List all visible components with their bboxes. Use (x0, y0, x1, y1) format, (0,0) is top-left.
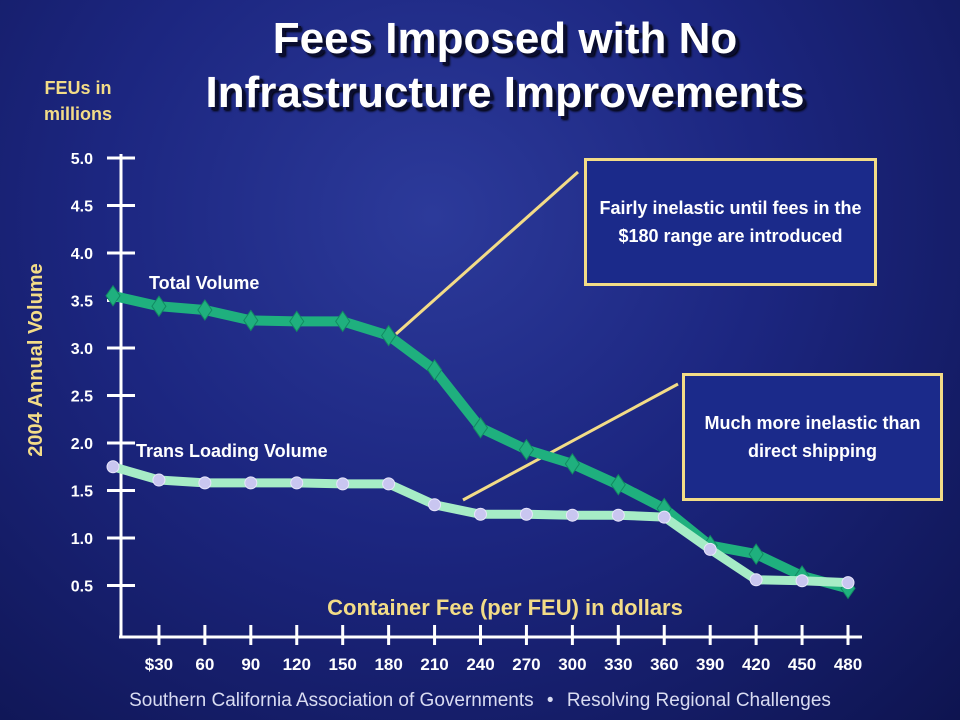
series-group (105, 284, 856, 600)
y-tick-label: 3.5 (71, 294, 93, 311)
data-point (749, 573, 763, 587)
footer-tagline: Resolving Regional Challenges (566, 690, 831, 711)
y-axis-label: 2004 Annual Volume (25, 263, 47, 456)
chart: 0.5 1.0 1.5 2.0 2.5 3.0 3.5 4.0 4.5 5.0 $30 60 90 12… (25, 78, 862, 674)
footer: Southern California Association of Gover… (0, 690, 960, 712)
y-unit-label-line: FEUs in (44, 78, 111, 98)
data-point (657, 510, 671, 524)
callout-pointer-line (462, 382, 679, 502)
data-point (151, 295, 167, 318)
data-point (748, 543, 764, 566)
x-tick-label: 150 (329, 655, 357, 674)
series-label-total-volume: Total Volume (149, 273, 259, 293)
data-point (472, 416, 489, 439)
x-tick-label: 60 (195, 655, 214, 674)
title-line-1: Fees Imposed with No (272, 14, 738, 63)
y-tick-label: 2.0 (71, 436, 93, 453)
y-tick-label: 4.5 (71, 199, 93, 216)
x-tick-label: 300 (558, 655, 586, 674)
series-label-trans-loading: Trans Loading Volume (136, 441, 328, 461)
data-point (703, 542, 717, 556)
chart-labels: Total Volume Trans Loading Volume Containe… (25, 78, 683, 620)
callout-pointer-line (395, 170, 579, 336)
data-point (335, 310, 351, 333)
x-tick-label: 180 (374, 655, 402, 674)
y-tick-label: 1.0 (71, 531, 93, 548)
x-tick-label: 360 (650, 655, 678, 674)
y-unit-label-line: millions (44, 104, 112, 124)
data-point (795, 574, 809, 588)
y-ticks: 0.5 1.0 1.5 2.0 2.5 3.0 3.5 4.0 4.5 5.0 (71, 151, 135, 596)
data-point (610, 473, 626, 496)
x-tick-label: 90 (241, 655, 260, 674)
x-tick-label: 390 (696, 655, 724, 674)
data-point (382, 477, 396, 491)
x-axis-label: Container Fee (per FEU) in dollars (327, 595, 683, 620)
y-tick-label: 0.5 (71, 579, 93, 596)
callout-trans-loading-text: Much more inelastic than direct shipping (704, 413, 921, 461)
x-tick-label: 330 (604, 655, 632, 674)
data-point (336, 477, 350, 491)
data-point (564, 453, 580, 475)
callout-inelastic-text: Fairly inelastic until fees in the $180 … (599, 198, 862, 246)
data-point (381, 324, 397, 347)
x-tick-label: 480 (834, 655, 862, 674)
data-point (518, 438, 535, 461)
data-point (841, 576, 855, 590)
callout-inelastic: Fairly inelastic until fees in the $180 … (584, 158, 877, 286)
data-point (565, 508, 579, 522)
y-tick-label: 2.5 (71, 389, 93, 406)
data-point (519, 507, 533, 521)
chart-title: Fees Imposed with No Infrastructure Impr… (130, 12, 880, 120)
x-tick-label: 420 (742, 655, 770, 674)
data-point (106, 460, 120, 474)
data-point (198, 476, 212, 490)
x-tick-label: 450 (788, 655, 816, 674)
x-tick-label: $30 (145, 655, 173, 674)
footer-separator: • (546, 690, 554, 711)
data-point (426, 358, 443, 381)
y-tick-label: 5.0 (71, 151, 93, 168)
x-tick-label: 120 (283, 655, 311, 674)
data-point (105, 284, 121, 307)
callout-pointers (395, 170, 679, 502)
data-point (244, 476, 258, 490)
y-unit-label: FEUs in millions (44, 78, 112, 124)
data-point (428, 498, 442, 512)
data-point (290, 476, 304, 490)
y-tick-label: 4.0 (71, 246, 93, 263)
y-tick-label: 3.0 (71, 341, 93, 358)
y-tick-label: 1.5 (71, 484, 93, 501)
data-point (243, 309, 259, 332)
data-point (197, 299, 213, 321)
x-tick-label: 270 (512, 655, 540, 674)
x-tick-label: 210 (420, 655, 448, 674)
data-point (611, 508, 625, 522)
title-line-2: Infrastructure Improvements (205, 68, 805, 117)
x-tick-label: 240 (466, 655, 494, 674)
callout-trans-loading: Much more inelastic than direct shipping (682, 373, 943, 501)
data-point (474, 507, 487, 521)
data-point (152, 473, 166, 487)
footer-org: Southern California Association of Gover… (129, 690, 534, 711)
x-ticks: $30 60 90 120 150 180 210 240 270 300 330 360 390 420… (145, 625, 862, 674)
data-point (289, 310, 305, 333)
